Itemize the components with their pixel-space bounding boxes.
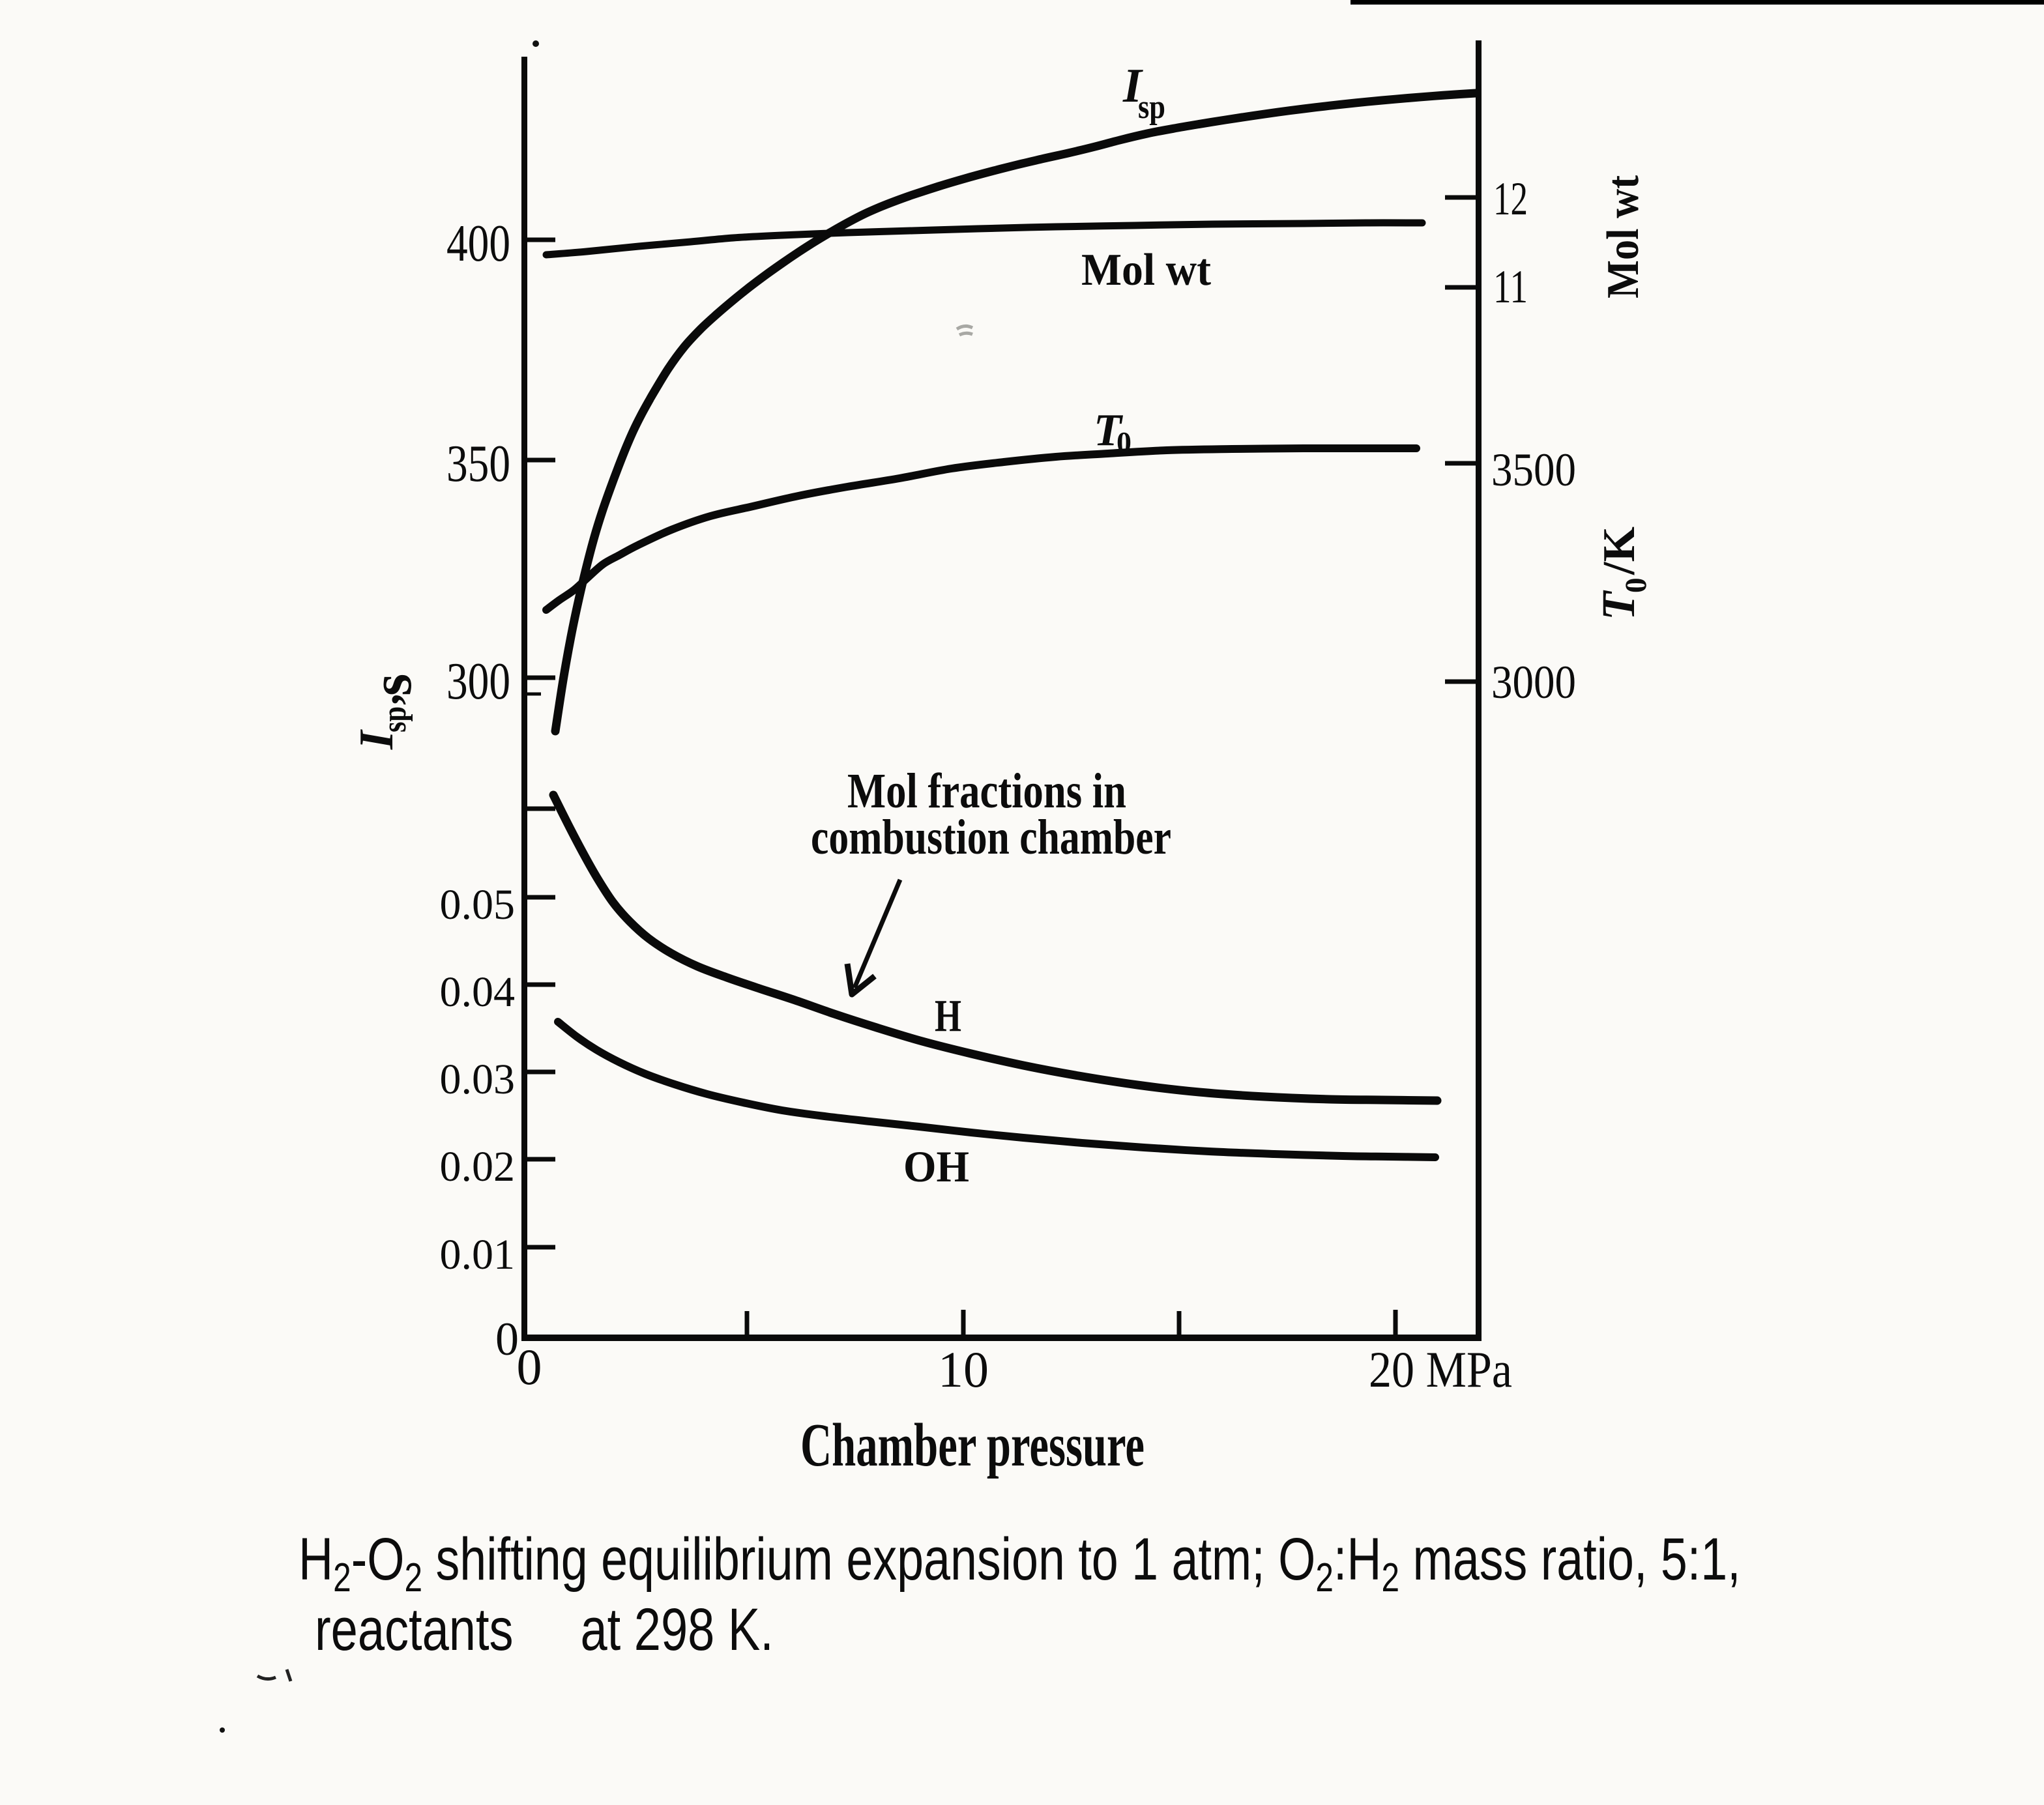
svg-text:300: 300 xyxy=(446,653,510,710)
svg-text:0: 0 xyxy=(1619,578,1653,594)
svg-text:I: I xyxy=(350,729,403,750)
svg-text:,: , xyxy=(359,694,409,706)
svg-text:sp: sp xyxy=(1138,89,1165,126)
svg-text:H2-O2 shifting equilibrium exp: H2-O2 shifting equilibrium expansion to … xyxy=(299,1525,1741,1600)
svg-text:3500: 3500 xyxy=(1491,444,1576,496)
svg-text:20 MPa: 20 MPa xyxy=(1369,1341,1512,1398)
svg-text:10: 10 xyxy=(938,1341,989,1398)
svg-text:0: 0 xyxy=(1117,426,1132,459)
svg-text:0.02: 0.02 xyxy=(440,1143,516,1191)
svg-text:T: T xyxy=(1094,405,1124,455)
svg-text:/K: /K xyxy=(1594,527,1644,575)
svg-text:3000: 3000 xyxy=(1491,656,1576,708)
svg-text:400: 400 xyxy=(446,215,510,272)
svg-text:Chamber pressure: Chamber pressure xyxy=(800,1411,1145,1479)
svg-text:0: 0 xyxy=(495,1313,519,1365)
svg-text:0.04: 0.04 xyxy=(440,968,516,1016)
svg-text:sp: sp xyxy=(376,706,413,732)
svg-text:combustion chamber: combustion chamber xyxy=(811,810,1171,865)
svg-text:Mol wt: Mol wt xyxy=(1598,175,1648,298)
svg-text:350: 350 xyxy=(446,435,510,493)
svg-text:Mol wt: Mol wt xyxy=(1081,245,1211,295)
svg-text:Mol fractions in: Mol fractions in xyxy=(847,764,1126,818)
svg-text:s: s xyxy=(360,674,424,696)
svg-text:0.01: 0.01 xyxy=(440,1231,516,1278)
svg-text:0: 0 xyxy=(517,1338,542,1395)
svg-text:0.05: 0.05 xyxy=(440,881,516,929)
svg-text:12: 12 xyxy=(1493,173,1528,225)
svg-text:reactants at 298 K.: reactants at 298 K. xyxy=(315,1595,774,1663)
svg-text:T: T xyxy=(1592,590,1644,620)
svg-text:H: H xyxy=(935,991,961,1041)
svg-text:I: I xyxy=(1122,59,1143,113)
svg-text:0.03: 0.03 xyxy=(440,1056,516,1103)
svg-text:11: 11 xyxy=(1493,261,1528,313)
svg-text:OH: OH xyxy=(903,1142,969,1191)
